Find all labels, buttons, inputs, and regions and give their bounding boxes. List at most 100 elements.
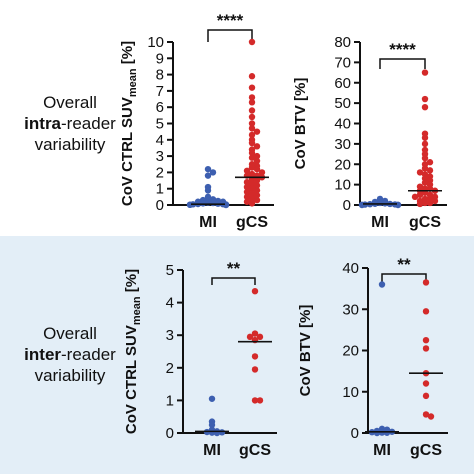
data-point-gCS	[421, 69, 429, 76]
data-point-gCS	[421, 134, 429, 141]
y-axis-label: CoV CTRL SUVmean [%]	[119, 41, 139, 206]
data-point-gCS	[248, 107, 256, 114]
significance-bracket	[379, 58, 426, 69]
row-label-line-3: variability	[34, 366, 106, 385]
row-label-line-2: inter-reader	[0, 344, 140, 365]
data-point-gCS	[243, 188, 251, 196]
y-tick-label: 3	[166, 327, 174, 344]
chart-4: 0 10 20 30 40 CoV BTV [%] MI gCS **	[297, 255, 448, 459]
data-point-gCS	[248, 200, 256, 207]
y-axis-label-main: CoV BTV [%]	[297, 305, 314, 397]
data-point-gCS	[253, 165, 261, 173]
data-point-gCS	[253, 143, 261, 150]
y-tick-label: 4	[166, 295, 174, 312]
significance-bracket	[211, 277, 256, 285]
x-tick-label-gCS: gCS	[236, 214, 268, 231]
data-point-gCS	[248, 154, 256, 161]
data-point-gCS	[253, 128, 261, 135]
data-point-gCS	[426, 159, 434, 166]
y-tick-label: 2	[166, 360, 174, 377]
y-tick-label: 7	[156, 83, 164, 100]
y-tick-label: 9	[156, 50, 164, 67]
data-point-gCS	[426, 167, 434, 174]
y-tick-label: 1	[166, 392, 174, 409]
data-point-gCS	[416, 191, 424, 199]
y-axis-label-subscript: mean	[127, 68, 139, 97]
data-point-gCS	[248, 99, 256, 106]
chart-2: 0 10 20 30 40 50 60 70 80 CoV BTV [%] MI gCS ****	[292, 34, 447, 231]
data-point-gCS	[248, 131, 256, 139]
data-point-gCS	[248, 185, 256, 192]
x-tick-label-MI: MI	[203, 442, 221, 459]
data-point-gCS	[248, 94, 256, 101]
y-tick-label: 3	[156, 148, 164, 165]
data-point-gCS	[421, 95, 429, 103]
data-point-gCS	[253, 187, 261, 194]
y-tick-label: 80	[334, 34, 351, 51]
y-tick-label: 10	[147, 34, 164, 51]
inter-reader-row-label: Overall inter-reader variability	[0, 323, 140, 386]
y-tick-label: 0	[156, 197, 164, 214]
x-tick-label-gCS: gCS	[409, 214, 441, 231]
data-point-gCS	[248, 190, 256, 197]
data-point-gCS	[251, 330, 259, 337]
y-tick-label: 40	[334, 116, 351, 133]
data-point-gCS	[421, 179, 429, 186]
y-tick-label: 40	[342, 260, 359, 277]
y-axis-label: CoV BTV [%]	[292, 78, 309, 170]
data-point-gCS	[421, 104, 429, 111]
data-point-gCS	[248, 113, 256, 121]
y-tick-label: 5	[166, 262, 174, 279]
data-point-gCS	[248, 170, 256, 178]
data-point-gCS	[248, 139, 256, 147]
data-point-gCS	[411, 193, 419, 201]
row-label-rest: -reader	[61, 345, 116, 364]
data-point-gCS	[243, 167, 251, 174]
data-point-gCS	[246, 333, 254, 341]
data-point-gCS	[243, 178, 251, 186]
data-point-MI	[383, 429, 391, 436]
y-tick-label: 30	[334, 136, 351, 153]
significance-label: ****	[217, 11, 244, 30]
data-point-MI	[204, 172, 212, 179]
row-label-line-2: intra-reader	[0, 113, 140, 134]
data-point-gCS	[251, 366, 259, 373]
y-tick-label: 60	[334, 75, 351, 92]
data-point-MI	[373, 429, 381, 437]
y-tick-label: 4	[156, 132, 164, 149]
chart-3: 0 1 2 3 4 5 CoV CTRL SUVmean [%] MI gCS **	[123, 259, 277, 459]
row-label-line-3: variability	[34, 135, 106, 154]
data-point-gCS	[253, 152, 261, 160]
data-point-gCS	[426, 199, 434, 207]
significance-bracket	[207, 29, 253, 42]
data-point-gCS	[253, 157, 261, 165]
y-tick-label: 5	[156, 116, 164, 133]
data-point-MI	[208, 421, 216, 429]
data-point-gCS	[248, 38, 256, 46]
x-tick-label-MI: MI	[373, 442, 391, 459]
y-tick-label: 0	[351, 425, 359, 442]
y-tick-label: 20	[342, 343, 359, 360]
data-point-MI	[186, 201, 194, 209]
row-label-line-1: Overall	[43, 93, 97, 112]
intra-reader-row-label: Overall intra-reader variability	[0, 92, 140, 155]
data-point-gCS	[256, 333, 264, 341]
y-tick-label: 70	[334, 54, 351, 71]
data-point-gCS	[258, 169, 266, 176]
data-point-gCS	[422, 308, 430, 315]
data-point-gCS	[248, 73, 256, 80]
y-tick-label: 10	[334, 177, 351, 194]
data-point-MI	[222, 201, 230, 209]
data-point-gCS	[253, 196, 261, 204]
y-tick-label: 30	[342, 301, 359, 318]
inter-reader-panel-background	[0, 236, 474, 474]
y-axis-label: CoV CTRL SUVmean [%]	[123, 269, 143, 434]
y-tick-label: 10	[342, 384, 359, 401]
data-point-gCS	[253, 177, 261, 184]
data-point-gCS	[422, 336, 430, 344]
data-point-gCS	[422, 345, 430, 352]
y-tick-label: 50	[334, 95, 351, 112]
